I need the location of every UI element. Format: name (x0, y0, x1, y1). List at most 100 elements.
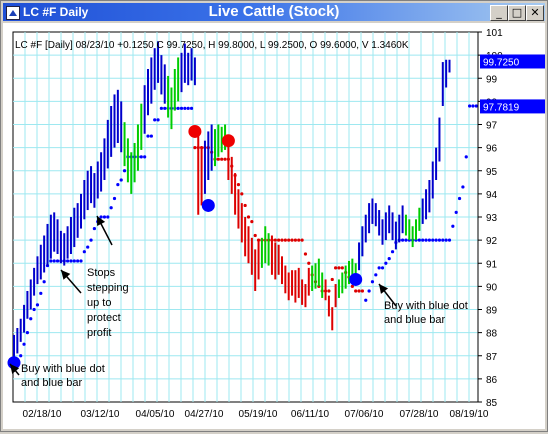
stop-dot (307, 261, 311, 265)
stop-dot (66, 259, 70, 263)
stop-dot (283, 238, 287, 242)
stop-dot (451, 224, 455, 228)
stop-dot (474, 104, 478, 108)
stop-dot (32, 307, 36, 312)
stop-dot (79, 259, 83, 263)
stop-dot (189, 106, 194, 110)
y-tick-label: 85 (486, 398, 498, 409)
stop-dot (49, 259, 53, 263)
y-tick-label: 97 (486, 121, 498, 132)
x-tick-label: 07/06/10 (345, 409, 384, 420)
title-bar[interactable]: LC #F Daily Live Cattle (Stock) _ □ ✕ (3, 3, 545, 21)
signal-dot (349, 272, 363, 286)
stop-dot (39, 291, 43, 295)
stop-dot (404, 238, 408, 242)
stop-dot (327, 289, 331, 293)
annotation-text: and blue bar (21, 377, 82, 389)
chart-app-icon[interactable] (6, 6, 20, 20)
price-chart[interactable]: Stops stepping up to protect profit Buy with … (3, 23, 546, 429)
signal-dot (221, 134, 235, 148)
stop-dot (223, 157, 227, 161)
stop-dot (52, 259, 56, 263)
stop-dot (401, 238, 405, 242)
stop-dot (250, 220, 254, 224)
price-bars (13, 41, 451, 363)
stop-dot (146, 134, 150, 138)
stop-dot (424, 238, 428, 242)
y-tick-label: 87 (486, 352, 498, 363)
stop-dot (370, 280, 375, 284)
annotation-arrowhead (379, 284, 389, 294)
minimize-button[interactable]: _ (490, 5, 508, 21)
stop-dot (179, 106, 184, 110)
stop-dot (421, 238, 425, 242)
stop-dot (29, 317, 33, 321)
y-axis: 858687888990919293949596979899100101 (477, 28, 503, 409)
stop-dot (287, 238, 291, 242)
stop-dot (109, 206, 113, 210)
x-tick-label: 05/19/10 (239, 409, 278, 420)
annotation-text: Stops (87, 267, 116, 279)
stop-dot (334, 266, 338, 270)
y-tick-label: 96 (486, 144, 498, 155)
price-label: 97.7819 (483, 102, 520, 113)
stop-dot (384, 261, 388, 265)
stop-dot (350, 284, 354, 288)
x-tick-label: 08/19/10 (450, 409, 489, 420)
stop-dot (149, 134, 153, 138)
stop-dot (280, 238, 284, 242)
annotation-text: profit (87, 327, 111, 339)
annotation-text: protect (87, 312, 121, 324)
stop-dot (25, 331, 29, 335)
x-tick-label: 04/05/10 (136, 409, 175, 420)
stop-dot (293, 238, 297, 242)
signal-dot (201, 198, 215, 212)
stop-dot (55, 259, 60, 263)
annotation-arrowhead (97, 216, 106, 227)
stop-dot (457, 196, 462, 201)
price-label-box (480, 54, 546, 69)
y-tick-label: 99 (486, 74, 498, 85)
annotation-text: and blue bar (384, 314, 445, 326)
stop-dot (340, 266, 344, 270)
stop-dot (69, 259, 73, 263)
stop-dot (303, 252, 308, 256)
annotations: Stops stepping up to protect profit Buy with … (9, 215, 468, 389)
stop-dot (427, 238, 431, 242)
stop-dot (19, 354, 23, 358)
stop-dot (390, 250, 395, 254)
stop-dot (193, 146, 197, 150)
stop-dot (444, 238, 448, 242)
x-tick-label: 04/27/10 (185, 409, 224, 420)
stop-dot (102, 215, 107, 219)
stop-dot (377, 266, 381, 270)
stop-dot (354, 289, 358, 293)
y-tick-label: 89 (486, 306, 498, 317)
x-tick-label: 07/28/10 (400, 409, 439, 420)
window-title: LC #F Daily (23, 5, 89, 19)
stop-dot (112, 196, 117, 201)
y-tick-label: 86 (486, 375, 498, 386)
chart-area[interactable]: LC #F [Daily] 08/23/10 +0.1250 C 99.7250… (3, 23, 546, 429)
close-button[interactable]: ✕ (526, 5, 544, 21)
stop-dot (337, 266, 341, 270)
stop-dot (92, 226, 96, 231)
stop-dot (186, 106, 190, 110)
y-tick-label: 94 (486, 190, 498, 201)
stop-dot (464, 155, 468, 159)
stop-dot (76, 259, 80, 263)
stop-dot (461, 185, 465, 189)
maximize-button[interactable]: □ (508, 5, 526, 21)
annotation-text: Buy with blue dot (21, 363, 105, 375)
y-tick-label: 91 (486, 259, 498, 270)
stop-dot (297, 238, 301, 242)
signal-dot (188, 124, 202, 138)
quote-info-line: LC #F [Daily] 08/23/10 +0.1250 C 99.7250… (15, 40, 409, 51)
y-tick-label: 92 (486, 236, 498, 247)
stop-dot (437, 238, 442, 242)
stop-dot (374, 273, 378, 277)
stop-dot (243, 203, 247, 208)
stop-dot (86, 245, 90, 249)
stop-dot (357, 289, 361, 293)
